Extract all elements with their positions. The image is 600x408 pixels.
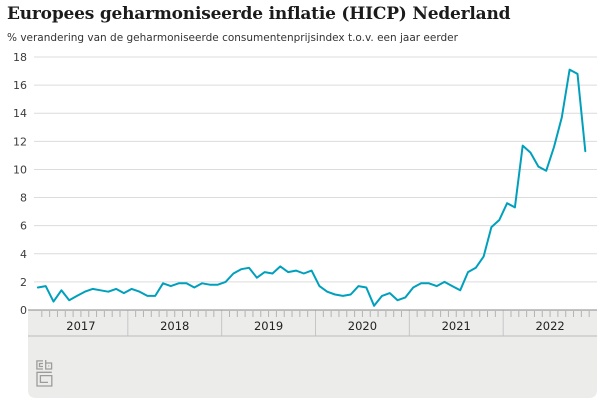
x-axis-year-label: 2018 <box>160 319 189 333</box>
y-axis-tick-label: 10 <box>13 163 27 176</box>
x-axis-year-label: 2020 <box>348 319 377 333</box>
y-axis-tick-label: 18 <box>13 51 27 64</box>
y-axis-tick-label: 0 <box>20 304 27 317</box>
x-axis-year-label: 2021 <box>442 319 471 333</box>
chart-subtitle: % verandering van de geharmoniseerde con… <box>7 32 458 44</box>
x-axis-year-label: 2019 <box>254 319 283 333</box>
logo-letter-c <box>36 360 43 370</box>
x-axis-year-label: 2017 <box>66 319 95 333</box>
y-axis-tick-label: 8 <box>20 192 27 205</box>
y-axis-tick-label: 6 <box>20 220 27 233</box>
cbs-logo-icon <box>36 360 53 387</box>
y-axis-tick-label: 2 <box>20 276 27 289</box>
logo-letter-s <box>36 371 53 387</box>
y-axis-tick-label: 4 <box>20 248 27 261</box>
x-axis-year-label: 2022 <box>535 319 564 333</box>
page-title: Europees geharmoniseerde inflatie (HICP)… <box>7 4 511 24</box>
y-axis-tick-label: 14 <box>13 107 27 120</box>
logo-letter-b <box>45 360 53 370</box>
logo-letter-c-inner <box>38 362 43 368</box>
y-axis-tick-label: 16 <box>13 79 27 92</box>
inflation-series-line <box>36 68 587 307</box>
axis-footer-panel <box>28 310 597 398</box>
y-axis-tick-label: 12 <box>13 135 27 148</box>
